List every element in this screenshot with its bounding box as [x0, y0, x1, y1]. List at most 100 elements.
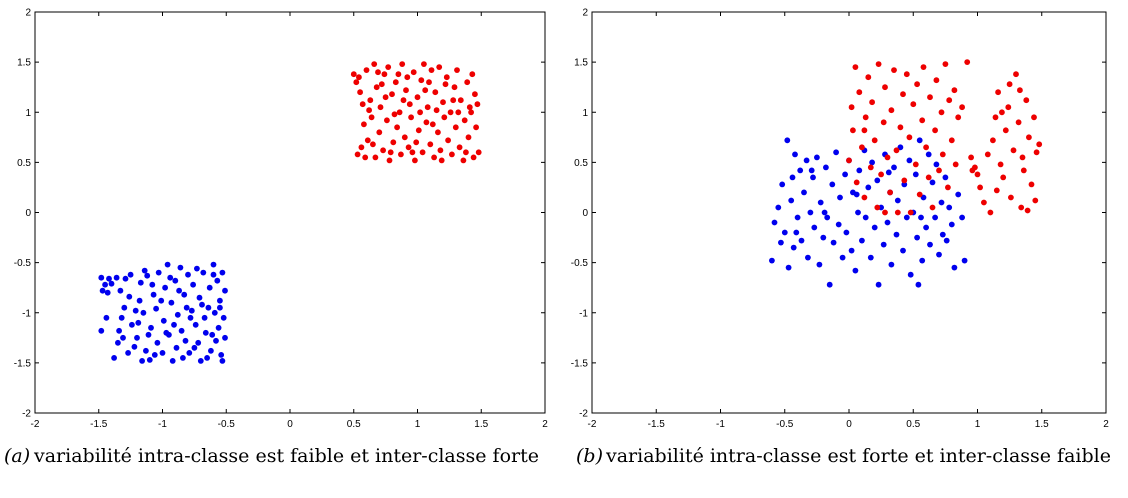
- data-point: [443, 74, 450, 81]
- data-point: [194, 265, 200, 272]
- data-point: [202, 329, 209, 336]
- y-tick-label-b: 0: [582, 208, 588, 219]
- data-point: [788, 197, 795, 204]
- data-point: [362, 154, 369, 161]
- data-point: [1026, 134, 1032, 141]
- data-point: [401, 134, 408, 141]
- data-point: [181, 291, 188, 298]
- y-tick-label-b: -1: [579, 308, 588, 319]
- data-point: [118, 314, 125, 321]
- data-point: [111, 355, 117, 361]
- data-point: [942, 61, 949, 67]
- data-point: [433, 107, 440, 114]
- data-point: [440, 99, 446, 106]
- data-point: [878, 171, 884, 178]
- data-point: [115, 339, 121, 346]
- data-point: [789, 174, 796, 181]
- data-point: [399, 61, 406, 67]
- caption-a: (a) variabilité intra-classe est faible …: [4, 444, 560, 468]
- data-point: [938, 199, 945, 206]
- data-point: [837, 194, 843, 201]
- data-point: [914, 234, 920, 241]
- data-point: [219, 269, 226, 276]
- data-point: [936, 167, 942, 174]
- data-point: [823, 164, 829, 171]
- data-point: [174, 311, 181, 318]
- data-point: [1002, 127, 1009, 134]
- data-point: [145, 331, 152, 338]
- data-point: [389, 91, 395, 98]
- data-point: [856, 167, 863, 174]
- data-point: [146, 357, 153, 363]
- data-point: [116, 327, 122, 334]
- data-point: [951, 87, 958, 94]
- data-point: [144, 272, 151, 279]
- data-point: [995, 89, 1001, 96]
- x-tick-label-b: -1: [716, 419, 725, 430]
- data-point: [798, 237, 805, 244]
- data-point: [422, 87, 429, 94]
- data-point: [820, 234, 827, 241]
- data-point: [785, 264, 792, 271]
- series-2-b: [846, 59, 1043, 216]
- data-point: [213, 337, 219, 344]
- series-1-a: [98, 261, 228, 364]
- y-tick-label-a: -1: [22, 308, 31, 319]
- data-point: [455, 109, 462, 116]
- data-point: [871, 224, 878, 231]
- data-point: [856, 89, 863, 96]
- caption-a-text: variabilité intra-classe est faible et i…: [34, 445, 539, 467]
- data-point: [192, 321, 199, 328]
- data-point: [163, 329, 170, 336]
- data-point: [891, 67, 897, 73]
- data-point: [880, 119, 887, 126]
- data-point: [129, 321, 135, 328]
- data-point: [451, 84, 458, 91]
- data-point: [363, 67, 370, 73]
- data-point: [805, 254, 811, 261]
- data-point: [368, 114, 375, 121]
- panel-b: -2 -1.5 -1 -0.5 0 0.5 1 1.5 2 -2 -1.5 -1 -0.5 0 0.5 1 1.…: [564, 0, 1128, 498]
- data-point: [113, 274, 120, 281]
- data-point: [186, 350, 193, 356]
- data-point: [215, 324, 222, 331]
- data-point: [875, 281, 882, 288]
- data-point: [180, 355, 186, 361]
- data-point: [132, 307, 139, 314]
- data-point: [423, 119, 430, 126]
- data-point: [421, 61, 427, 67]
- data-point: [1024, 207, 1031, 214]
- data-point: [897, 124, 904, 131]
- data-point: [1008, 194, 1014, 201]
- data-point: [148, 324, 154, 331]
- data-point: [465, 134, 472, 141]
- data-point: [942, 174, 949, 181]
- data-point: [817, 199, 824, 206]
- data-point: [861, 127, 868, 134]
- data-point: [400, 97, 407, 104]
- data-point: [134, 334, 140, 341]
- data-point: [925, 151, 932, 158]
- data-point: [441, 114, 448, 121]
- data-point: [848, 104, 855, 111]
- data-point: [380, 147, 386, 154]
- data-point: [371, 61, 378, 67]
- data-point: [1013, 71, 1019, 78]
- data-point: [987, 209, 994, 216]
- data-point: [164, 261, 171, 268]
- data-point: [210, 271, 217, 278]
- data-point: [871, 137, 878, 144]
- data-point: [410, 69, 417, 76]
- data-point: [426, 79, 432, 86]
- data-point: [792, 151, 798, 158]
- data-point: [916, 137, 923, 144]
- plot-frame-a: [34, 11, 546, 414]
- data-point: [835, 221, 842, 228]
- data-point: [378, 81, 385, 88]
- data-point: [946, 97, 953, 104]
- x-tick-label-a: -0.5: [218, 419, 236, 430]
- data-point: [803, 157, 810, 164]
- data-point: [168, 299, 175, 306]
- data-point: [370, 141, 376, 148]
- data-point: [121, 304, 128, 311]
